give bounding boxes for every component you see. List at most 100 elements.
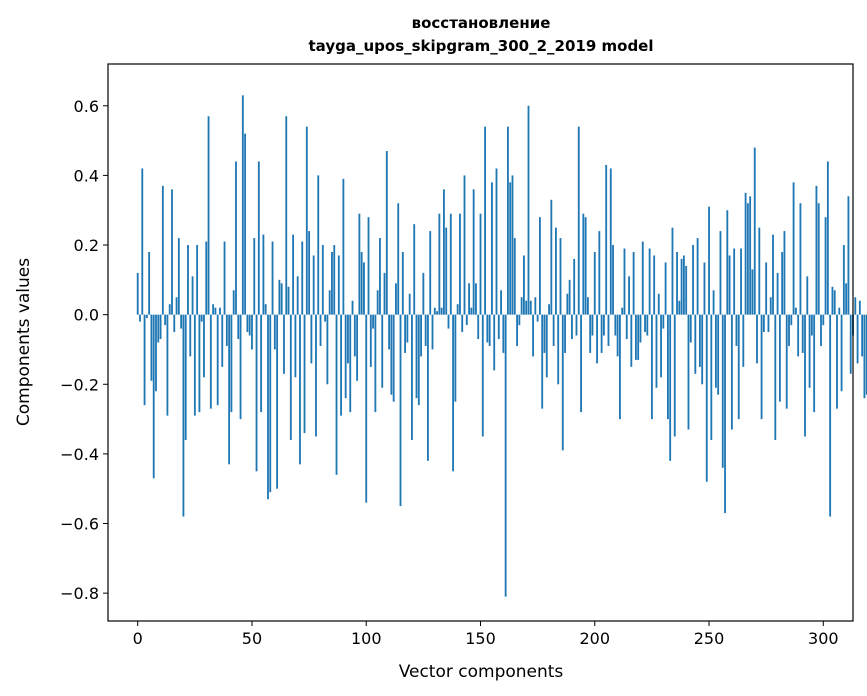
bar-97	[358, 213, 361, 315]
bar-9	[157, 314, 160, 343]
bar-15	[171, 189, 173, 315]
bar-206	[607, 314, 610, 346]
bar-178	[543, 314, 546, 353]
bar-23	[189, 314, 192, 357]
bar-53	[257, 161, 260, 315]
bar-284	[785, 314, 788, 409]
bar-256	[721, 314, 724, 468]
bar-77	[312, 255, 315, 315]
bar-86	[333, 245, 336, 315]
bar-91	[344, 314, 347, 399]
bar-95	[353, 314, 356, 357]
bar-120	[411, 314, 413, 440]
bar-35	[216, 314, 219, 406]
bar-250	[708, 206, 710, 315]
bar-218	[634, 314, 637, 360]
bar-202	[598, 231, 601, 315]
bar-93	[349, 314, 352, 413]
bar-198	[589, 314, 592, 353]
bar-243	[692, 245, 694, 315]
x-axis-label: Vector components	[399, 662, 564, 682]
bar-233	[669, 314, 672, 461]
bar-177	[541, 314, 544, 409]
plot-frame	[107, 63, 854, 622]
bar-20	[182, 314, 185, 517]
bar-212	[621, 307, 624, 315]
bar-297	[815, 185, 818, 315]
bar-115	[399, 314, 402, 507]
bar-64	[283, 314, 285, 374]
bar-290	[799, 203, 802, 315]
bar-72	[301, 241, 304, 315]
bar-211	[618, 314, 621, 420]
bar-24	[191, 276, 194, 315]
bar-117	[404, 314, 406, 353]
bar-242	[689, 314, 692, 343]
bar-220	[639, 314, 642, 343]
bar-157	[495, 168, 498, 315]
bar-312	[849, 314, 852, 374]
bar-55	[262, 234, 265, 315]
bar-305	[833, 290, 836, 315]
x-tick-label-0: 0	[133, 629, 143, 648]
bar-197	[586, 297, 589, 315]
bar-200	[593, 251, 596, 315]
bar-8	[155, 314, 157, 392]
bar-48	[246, 314, 249, 333]
bar-269	[751, 269, 754, 315]
bar-22	[187, 245, 189, 315]
bar-79	[317, 175, 320, 315]
y-tick-label-7: −0.8	[60, 584, 99, 603]
bar-62	[278, 279, 281, 315]
bar-170	[525, 300, 528, 315]
bar-266	[744, 192, 747, 315]
bar-133	[440, 307, 443, 315]
bar-37	[221, 314, 224, 367]
bar-44	[237, 314, 240, 340]
bar-134	[443, 189, 445, 315]
bar-261	[733, 248, 736, 315]
bar-238	[680, 258, 683, 315]
bar-146	[470, 307, 473, 315]
bar-149	[477, 314, 480, 340]
bar-88	[337, 255, 340, 315]
bar-201	[596, 314, 598, 364]
bar-125	[422, 272, 425, 315]
bar-122	[415, 314, 418, 399]
bar-217	[632, 251, 635, 315]
bar-223	[646, 314, 649, 336]
bar-225	[650, 314, 653, 420]
bar-85	[331, 251, 333, 315]
bar-47	[244, 133, 247, 315]
bar-41	[230, 314, 233, 413]
bar-124	[420, 314, 422, 357]
bar-101	[367, 217, 370, 315]
bar-118	[406, 314, 409, 343]
y-tick-label-0: 0.6	[74, 97, 99, 116]
bar-254	[717, 314, 720, 395]
bar-121	[413, 224, 416, 315]
bar-4	[145, 314, 148, 319]
bar-116	[401, 251, 404, 315]
bar-60	[273, 314, 276, 350]
bar-251	[710, 314, 713, 440]
bar-130	[433, 307, 436, 315]
bar-204	[602, 314, 605, 336]
bar-162	[507, 126, 509, 315]
y-tick-label-4: −0.2	[60, 375, 99, 394]
bar-50	[251, 314, 253, 350]
bar-167	[518, 314, 521, 326]
bar-169	[523, 255, 525, 315]
bar-150	[479, 213, 482, 315]
bar-260	[730, 314, 733, 430]
bar-315	[856, 314, 859, 364]
x-tick-label-300: 300	[808, 629, 839, 648]
bar-28	[200, 314, 203, 322]
bar-56	[264, 304, 267, 315]
bar-249	[705, 314, 708, 482]
bar-236	[676, 251, 678, 315]
bar-187	[564, 314, 566, 353]
bar-1	[139, 314, 141, 322]
bar-39	[225, 314, 228, 346]
